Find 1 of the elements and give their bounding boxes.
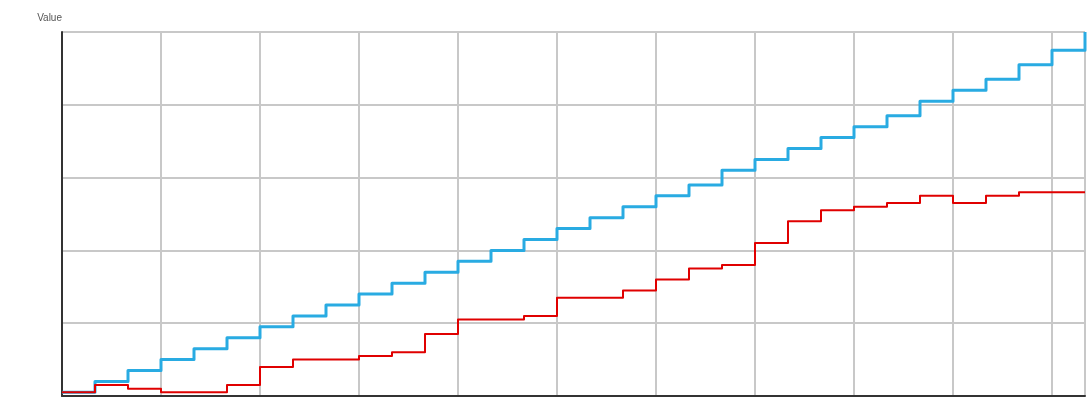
y-axis-title: Value: [37, 11, 63, 23]
